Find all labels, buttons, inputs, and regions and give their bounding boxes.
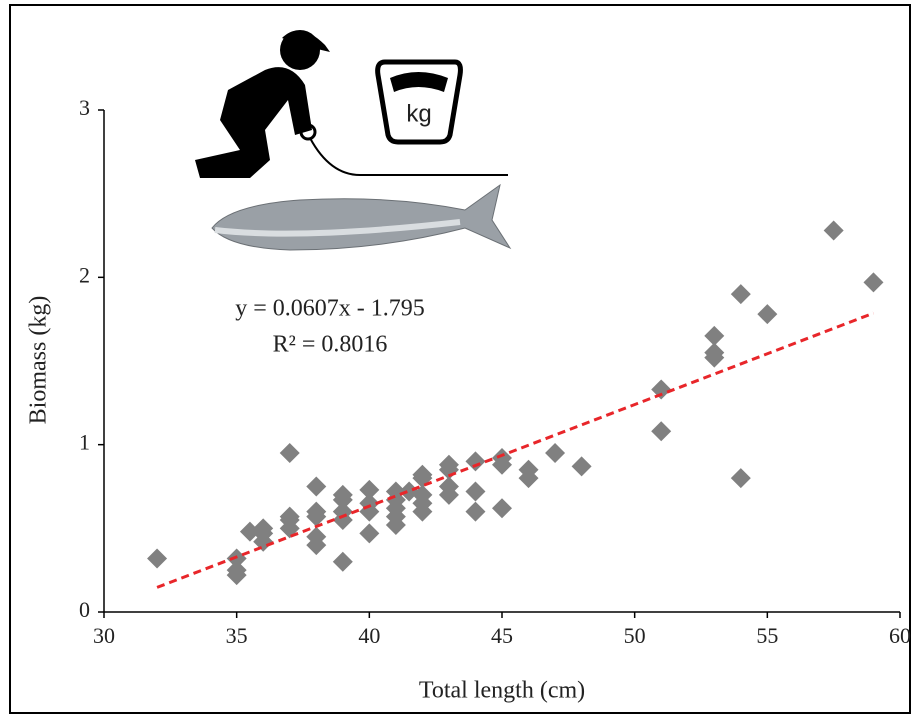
data-point	[545, 443, 566, 464]
scale-dial	[390, 72, 448, 92]
x-tick-label: 45	[491, 623, 513, 648]
r-squared: R² = 0.8016	[273, 332, 388, 358]
data-point	[412, 501, 433, 522]
x-tick-label: 40	[358, 623, 380, 648]
y-tick-label: 3	[79, 95, 90, 120]
data-point	[359, 523, 380, 544]
data-point	[332, 551, 353, 572]
data-point	[359, 479, 380, 500]
data-point	[651, 379, 672, 400]
data-point	[730, 284, 751, 305]
illustration: kg	[195, 30, 512, 251]
data-point	[465, 451, 486, 472]
data-point	[704, 325, 725, 346]
x-tick-label: 50	[624, 623, 646, 648]
data-point	[465, 481, 486, 502]
y-axis-label: Biomass (kg)	[26, 296, 52, 425]
trend-line	[156, 311, 875, 589]
data-point	[332, 509, 353, 530]
data-point	[571, 456, 592, 477]
frame	[9, 4, 911, 714]
data-point	[492, 454, 512, 475]
x-tick-label: 30	[93, 623, 115, 648]
data-point	[306, 506, 327, 527]
person-hand	[299, 123, 317, 141]
equation: y = 0.0607x - 1.795	[235, 296, 425, 322]
fish-belly	[214, 219, 461, 237]
x-tick-label: 60	[889, 623, 911, 648]
data-point	[226, 560, 247, 581]
x-tick-label: 35	[226, 623, 248, 648]
fish	[211, 183, 512, 251]
y-tick-label: 2	[79, 262, 90, 287]
y-tick-label: 0	[79, 597, 90, 622]
measure-line	[309, 137, 508, 176]
person-cap	[282, 30, 330, 52]
y-tick-label: 1	[79, 430, 90, 455]
data-point	[306, 535, 327, 556]
scale-unit: kg	[406, 100, 431, 127]
data-point	[253, 518, 274, 539]
data-point	[651, 421, 672, 442]
data-point	[385, 514, 406, 535]
data-point	[730, 468, 751, 489]
data-point	[492, 498, 512, 519]
data-point	[465, 501, 486, 522]
data-point	[279, 443, 300, 464]
data-point	[704, 347, 725, 368]
data-point	[306, 476, 327, 497]
person-body	[195, 67, 312, 178]
data-point	[332, 489, 353, 510]
data-point	[279, 506, 300, 527]
plot-area: 0 1 2 3 30 35 40 45 50 55 60	[79, 95, 911, 648]
data-point	[823, 220, 844, 241]
data-point	[518, 468, 539, 489]
data-point	[438, 484, 459, 505]
data-point	[147, 548, 168, 569]
data-point	[757, 304, 778, 325]
x-tick-label: 55	[756, 623, 778, 648]
x-axis-label: Total length (cm)	[419, 678, 585, 704]
data-point	[863, 272, 884, 293]
